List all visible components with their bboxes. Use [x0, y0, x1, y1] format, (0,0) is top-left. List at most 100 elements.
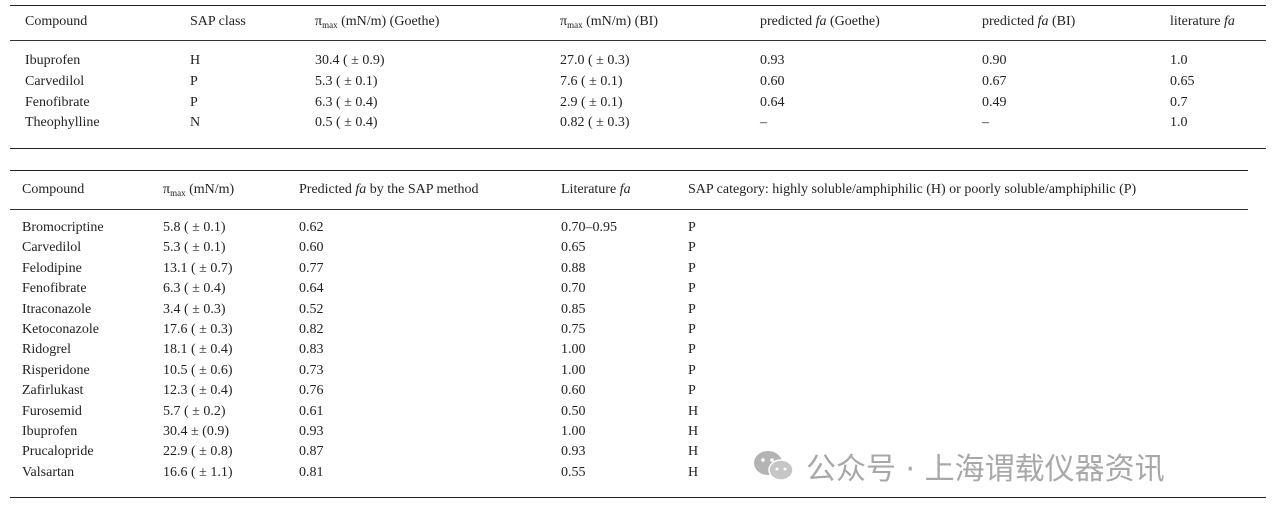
header-text: Compound	[22, 182, 85, 197]
table-cell: 0.61	[299, 403, 324, 419]
table-cell: 5.7 ( ± 0.2)	[163, 403, 226, 419]
table-cell: 22.9 ( ± 0.8)	[163, 444, 233, 460]
header-cell: Predicted fa by the SAP method	[299, 181, 479, 199]
watermark-text: 公众号 · 上海谓载仪器资讯	[806, 452, 1165, 487]
table-cell: Ketoconazole	[22, 322, 99, 337]
header-cell: Compound	[22, 181, 84, 199]
table-cell: Ridogrel	[22, 342, 71, 358]
header-cell: Literature fa	[561, 181, 631, 199]
table-cell: Carvedilol	[22, 240, 82, 256]
header-cell: literature fa	[1170, 13, 1235, 31]
table-cell: 0.93	[561, 444, 586, 460]
header-text: fa	[355, 182, 367, 197]
table-cell: 1.00	[561, 362, 586, 378]
table-cell: 7.6 ( ± 0.1)	[560, 73, 623, 89]
header-text: SAP category: highly soluble/amphiphilic…	[688, 182, 1137, 197]
table-cell: 5.3 ( ± 0.1)	[315, 73, 378, 89]
table-cell: 0.64	[760, 94, 785, 110]
table-cell: P	[688, 342, 696, 358]
table-cell: Theophylline	[25, 115, 100, 131]
table-cell: Zafirlukast	[22, 383, 84, 399]
table-cell: 6.3 ( ± 0.4)	[315, 94, 378, 110]
table-cell: 0.55	[561, 464, 586, 480]
header-text: by the SAP method	[366, 182, 479, 197]
table-cell: 18.1 ( ± 0.4)	[163, 342, 233, 358]
table-cell: 0.65	[561, 240, 586, 256]
table-cell: 0.67	[982, 73, 1007, 89]
table-cell: 3.4 ( ± 0.3)	[163, 301, 226, 317]
table-cell: 0.93	[299, 424, 324, 439]
table-cell: 27.0 ( ± 0.3)	[560, 53, 630, 68]
table-cell: P	[688, 260, 696, 276]
table-cell: Fenofibrate	[25, 94, 90, 110]
table-cell: Carvedilol	[25, 73, 85, 89]
table-cell: 2.9 ( ± 0.1)	[560, 94, 623, 110]
table-cell: 0.93	[760, 53, 785, 68]
table-cell: H	[688, 444, 699, 460]
header-text: max	[567, 20, 583, 30]
table-cell: Furosemid	[22, 403, 82, 419]
table-cell: 0.65	[1170, 73, 1195, 89]
table-cell: 1.0	[1170, 53, 1188, 68]
table-cell: 5.8 ( ± 0.1)	[163, 220, 226, 235]
table-cell: N	[190, 115, 201, 131]
header-cell: πmax (mN/m) (BI)	[560, 13, 658, 34]
table-cell: H	[190, 53, 201, 68]
header-text: π	[560, 14, 568, 29]
table-cell: –	[760, 115, 767, 131]
table-cell: 0.75	[561, 322, 586, 337]
header-text: π	[163, 182, 171, 197]
table-cell: H	[688, 424, 699, 439]
header-text: max	[322, 20, 338, 30]
table-cell: 1.0	[1170, 115, 1188, 131]
table-cell: 0.60	[760, 73, 785, 89]
table-cell: P	[688, 301, 696, 317]
header-text: Predicted	[299, 182, 356, 197]
table-cell: Ibuprofen	[25, 53, 81, 68]
table-cell: 0.64	[299, 281, 324, 297]
header-text: fa	[815, 14, 827, 29]
header-text: predicted	[760, 14, 816, 29]
table-cell: 30.4 ± (0.9)	[163, 424, 230, 439]
table-cell: 0.77	[299, 260, 324, 276]
table-cell: 17.6 ( ± 0.3)	[163, 322, 233, 337]
header-text: (mN/m) (BI)	[582, 14, 659, 29]
table-cell: P	[688, 220, 696, 235]
header-cell: πmax (mN/m) (Goethe)	[315, 13, 439, 34]
table-rule	[10, 170, 1248, 171]
table-cell: Fenofibrate	[22, 281, 87, 297]
table-cell: –	[982, 115, 989, 131]
header-cell: predicted fa (Goethe)	[760, 13, 880, 31]
table-cell: 13.1 ( ± 0.7)	[163, 260, 233, 276]
header-text: (mN/m) (Goethe)	[337, 14, 440, 29]
table-cell: 30.4 ( ± 0.9)	[315, 53, 385, 68]
header-text: fa	[1224, 14, 1235, 29]
table-cell: 12.3 ( ± 0.4)	[163, 383, 233, 399]
table-rule	[10, 209, 1248, 210]
table-cell: 0.70–0.95	[561, 220, 617, 235]
table-cell: 0.70	[561, 281, 586, 297]
table-cell: 16.6 ( ± 1.1)	[163, 464, 233, 480]
table-cell: 1.00	[561, 342, 586, 358]
table-cell: P	[688, 362, 696, 378]
table-cell: 6.3 ( ± 0.4)	[163, 281, 226, 297]
table-cell: Felodipine	[22, 260, 82, 276]
table-cell: P	[688, 322, 696, 337]
header-text: (BI)	[1048, 14, 1076, 29]
wechat-icon	[754, 451, 794, 481]
table-cell: P	[688, 383, 696, 399]
header-text: literature	[1170, 14, 1225, 29]
header-text: (mN/m)	[185, 182, 235, 197]
table-rule	[10, 40, 1266, 41]
table-cell: 0.73	[299, 362, 324, 378]
table-cell: Ibuprofen	[22, 424, 78, 439]
table-cell: 0.76	[299, 383, 324, 399]
header-cell: πmax (mN/m)	[163, 181, 234, 202]
header-text: Literature	[561, 182, 620, 197]
table-cell: P	[688, 240, 696, 256]
table-rule	[10, 5, 1266, 6]
header-text: (Goethe)	[826, 14, 880, 29]
table-cell: P	[688, 281, 696, 297]
table-cell: 0.60	[299, 240, 324, 256]
table-rule	[10, 148, 1266, 149]
